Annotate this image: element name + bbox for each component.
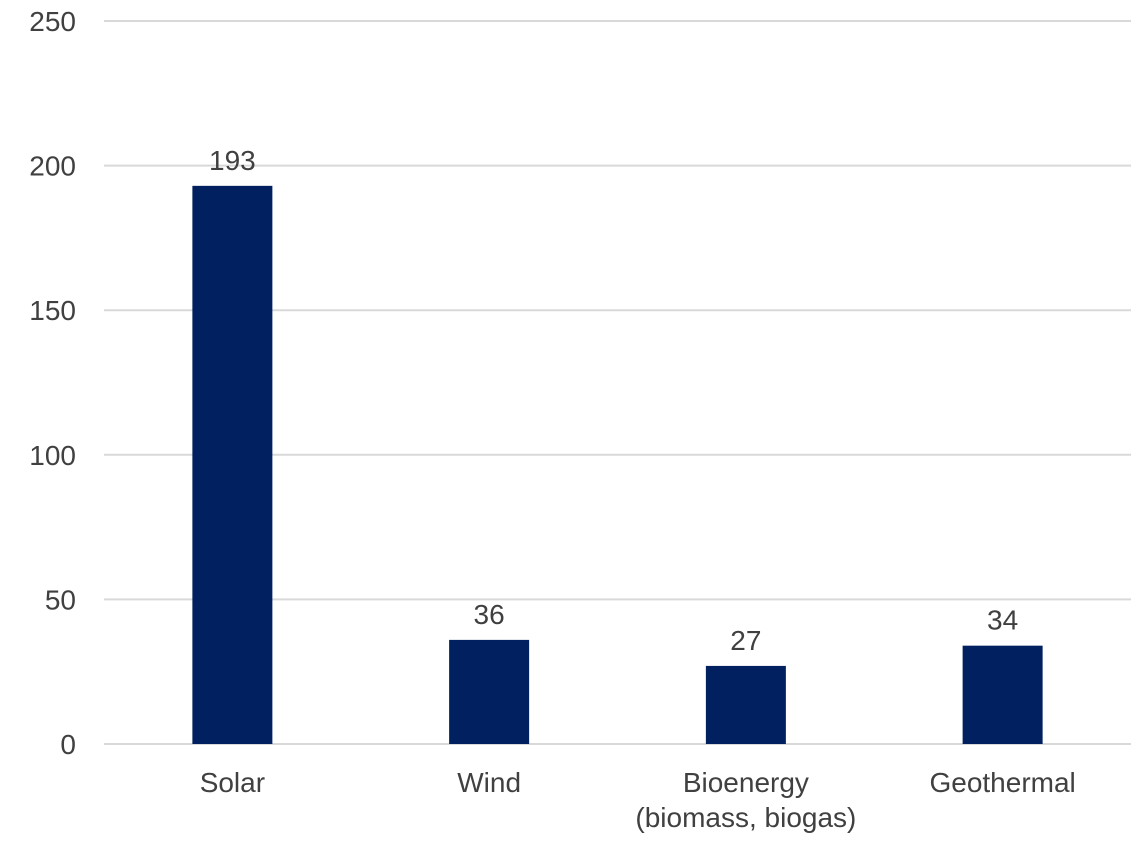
- y-tick-label: 200: [29, 151, 76, 182]
- gridlines: [104, 20, 1131, 745]
- y-tick-label: 0: [60, 729, 76, 760]
- y-tick-label: 150: [29, 295, 76, 326]
- data-labels: 193 36 27 34: [209, 145, 1018, 656]
- bar: [705, 665, 786, 744]
- bar: [449, 639, 530, 744]
- bar-data-label: 34: [987, 605, 1018, 636]
- x-category-label-line: Geothermal: [929, 767, 1075, 798]
- x-category-label-line: Solar: [200, 767, 265, 798]
- bar-data-label: 193: [209, 145, 256, 176]
- y-axis-ticks: 0 50 100 150 200 250: [29, 6, 76, 760]
- bar-data-label: 27: [730, 625, 761, 656]
- x-category-label-line: Bioenergy: [683, 767, 809, 798]
- x-category-label: Solar: [200, 767, 265, 798]
- x-category-label: Geothermal: [929, 767, 1075, 798]
- y-tick-label: 50: [45, 584, 76, 615]
- bar: [962, 645, 1043, 744]
- x-category-label: Wind: [457, 767, 521, 798]
- x-axis-categories: Solar Wind Bioenergy (biomass, biogas) Geoth…: [200, 767, 1076, 833]
- y-tick-label: 100: [29, 440, 76, 471]
- x-category-label: Bioenergy (biomass, biogas): [635, 767, 856, 833]
- x-category-label-line: (biomass, biogas): [635, 802, 856, 833]
- x-category-label-line: Wind: [457, 767, 521, 798]
- bars: [192, 185, 1043, 744]
- bar-data-label: 36: [474, 599, 505, 630]
- y-tick-label: 250: [29, 6, 76, 37]
- bar: [192, 185, 273, 744]
